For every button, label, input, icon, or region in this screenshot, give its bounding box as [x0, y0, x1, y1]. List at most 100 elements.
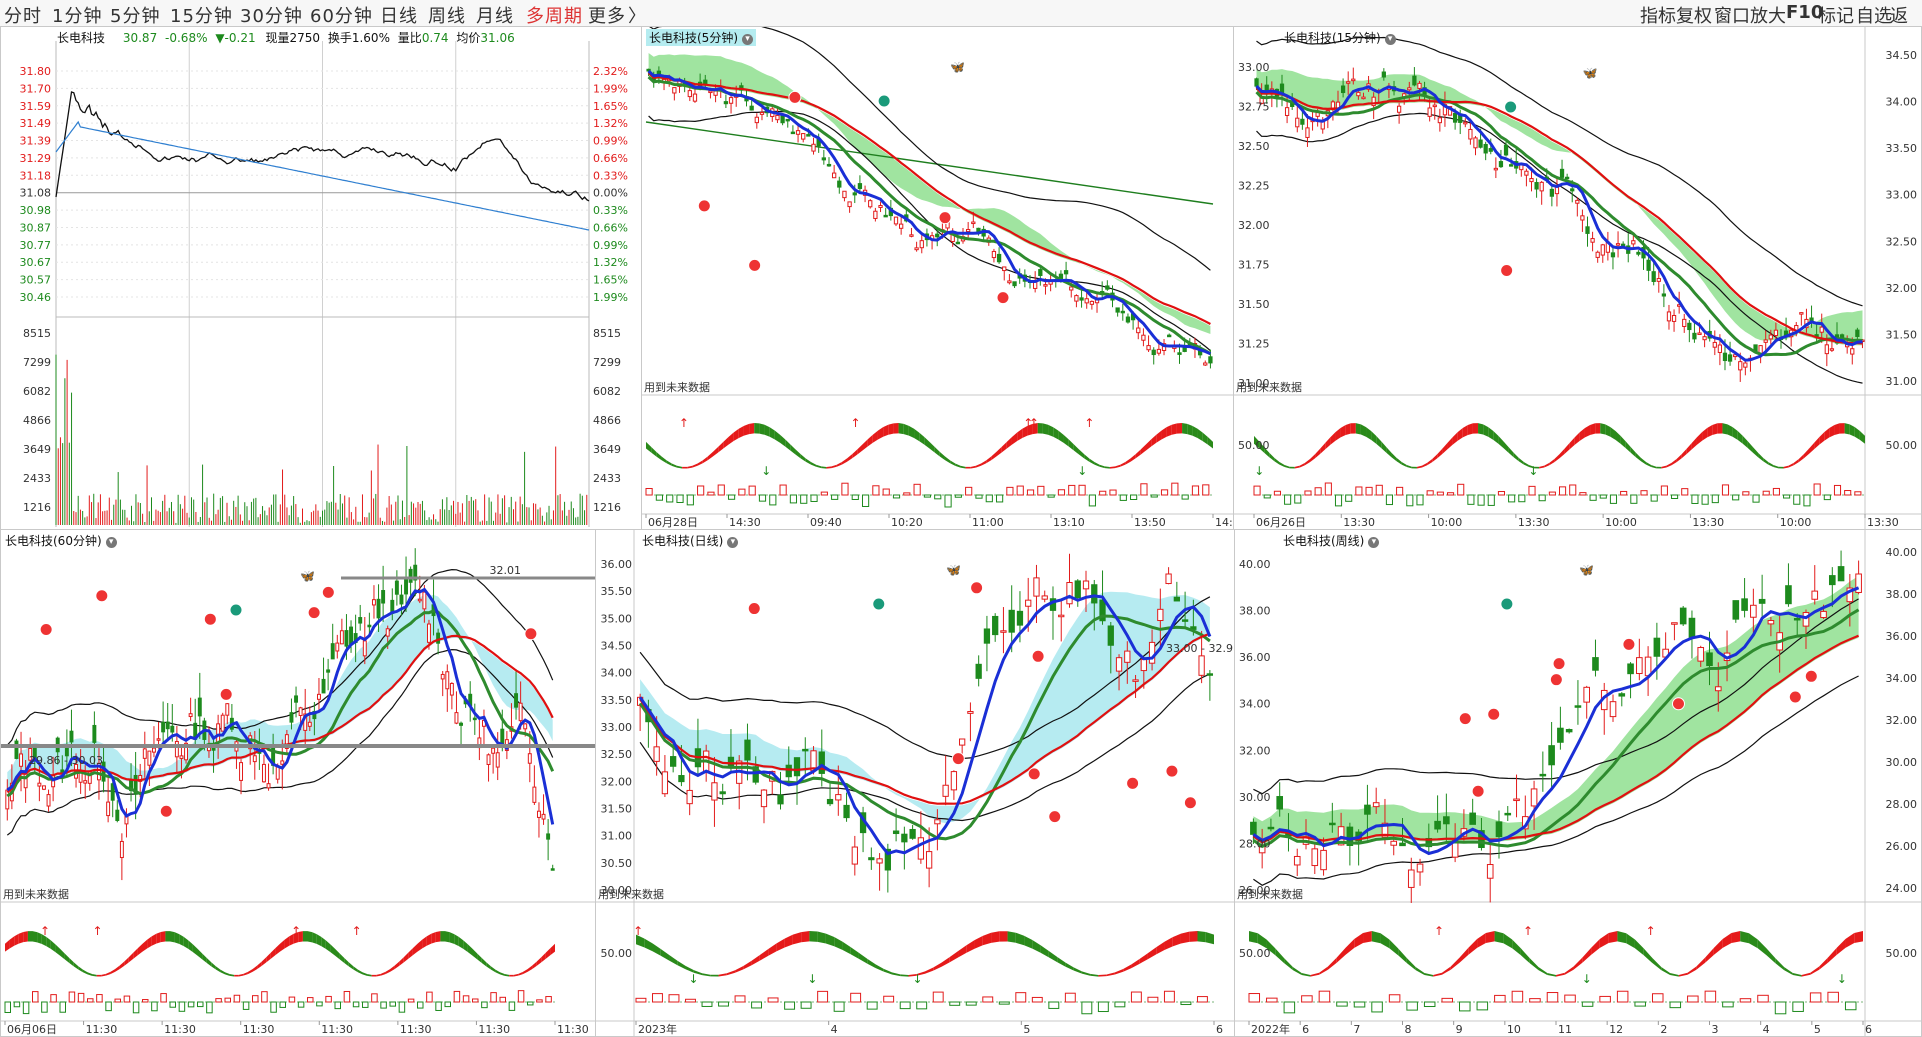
- ma-red: [647, 72, 1211, 325]
- osc-segment: [888, 423, 894, 435]
- chevron-down-icon[interactable]: ▾: [727, 537, 739, 548]
- osc-bar: [1365, 486, 1373, 496]
- m60-title[interactable]: 长电科技(60分钟) ▾: [5, 532, 117, 549]
- osc-segment: [458, 936, 464, 949]
- osc-segment: [96, 974, 102, 977]
- chevron-down-icon[interactable]: ▾: [105, 537, 117, 548]
- x-tick-label: 4: [831, 1023, 838, 1036]
- osc-segment: [754, 423, 760, 434]
- mark-button[interactable]: 标记: [1818, 6, 1854, 27]
- osc-bar: [1355, 486, 1363, 496]
- osc-bar: [1833, 484, 1842, 496]
- osc-segment: [92, 974, 97, 977]
- osc-segment: [1442, 442, 1448, 454]
- tab-1min[interactable]: 1分钟: [52, 6, 103, 27]
- m5-chart[interactable]: 用到未来数据↓↑↑ ↑↓↑ ↑🦋06月28日 14:30 09:40 10:20 11:00…: [642, 27, 1233, 529]
- osc-segment: [1661, 966, 1671, 975]
- osc-segment: [1666, 462, 1672, 468]
- more-chevron-icon[interactable]: 〉: [628, 6, 647, 27]
- intraday-panel[interactable]: 长电科技 30.87 -0.68% ▼-0.21 现量2750 换手1.60% …: [0, 26, 642, 530]
- candle-body: [486, 754, 491, 765]
- f10-button[interactable]: F10: [1786, 2, 1824, 23]
- tab-30min[interactable]: 30分钟: [240, 6, 303, 27]
- m15-panel[interactable]: 长电科技(15分钟) ▾ 用到未来数据 ↓ ↓ 🦋 06月26日 13:30 10:00 13:…: [1233, 26, 1922, 530]
- candle-body: [491, 747, 496, 754]
- daily-panel[interactable]: 长电科技(日线) ▾ 用到未来数据 ↓ ↑ ↓ ↓ 🦋 2023年 4 5 6 36.00 35.50 3…: [595, 529, 1235, 1037]
- osc-bar: [779, 484, 787, 496]
- osc-segment: [965, 466, 971, 469]
- last-price: 30.87: [122, 31, 158, 45]
- osc-bar: [1375, 484, 1383, 496]
- osc-segment: [321, 936, 326, 949]
- osc-segment: [1834, 423, 1840, 435]
- candle-body: [754, 116, 759, 124]
- osc-segment: [1508, 447, 1514, 458]
- osc-segment: [991, 451, 997, 461]
- candle-body: [935, 233, 940, 238]
- osc-bar: [866, 1001, 878, 1010]
- osc-segment: [1145, 439, 1152, 451]
- osc-segment: [1156, 941, 1165, 955]
- osc-segment: [1696, 432, 1703, 445]
- osc-segment: [1330, 432, 1336, 445]
- m60-panel[interactable]: 长电科技(60分钟) ▾ 用到未来数据 ↑ ↑ ↑ ↑ 🦋 06月06日 11:30 11:30 1…: [0, 529, 596, 1037]
- weekly-chart[interactable]: 用到未来数据 ↓ ↓ ↑ ↑ ↑ 🦋 2022年 6 7 8 9 10 11 12 2 3 4 5 6 40.00 38.…: [1235, 530, 1921, 1036]
- candle-body: [339, 630, 344, 645]
- candle-body: [1074, 295, 1079, 302]
- intraday-chart[interactable]: 31.80 2.32% 31.70 1.99% 31.59 1.65% 31.49 1.32%…: [1, 27, 641, 529]
- tab-15min[interactable]: 15分钟: [170, 6, 233, 27]
- osc-segment: [810, 462, 817, 467]
- osc-segment: [348, 962, 354, 970]
- candle-body: [96, 762, 101, 781]
- osc-segment: [1819, 432, 1825, 445]
- signal-badge-icon: [1183, 796, 1197, 810]
- tab-5min[interactable]: 5分钟: [110, 6, 161, 27]
- tab-weekly[interactable]: 周线: [428, 6, 466, 27]
- osc-bar: [841, 482, 849, 496]
- tab-multi-period[interactable]: 多周期: [526, 6, 583, 27]
- m15-title[interactable]: 长电科技(15分钟) ▾: [1284, 29, 1396, 46]
- osc-bar: [13, 1001, 21, 1008]
- m15-chart[interactable]: 用到未来数据 ↓ ↓ 🦋 06月26日 13:30 10:00 13:30 10:00 13:30…: [1234, 27, 1921, 529]
- daily-chart[interactable]: 用到未来数据 ↓ ↑ ↓ ↓ 🦋 2023年 4 5 6 36.00 35.50 35.00 34.50 3…: [596, 530, 1234, 1036]
- watchlist-button[interactable]: 自选: [1856, 6, 1892, 27]
- osc-segment: [87, 972, 93, 976]
- osc-segment: [1626, 933, 1635, 949]
- osc-segment: [1415, 966, 1425, 975]
- osc-segment: [862, 439, 868, 451]
- price-line: [55, 91, 590, 202]
- price-tick-label: 31.18: [20, 169, 52, 182]
- y-tick-label: 34.00: [1239, 698, 1271, 711]
- m5-title[interactable]: 长电科技(5分钟) ▾: [646, 29, 756, 46]
- m5-panel[interactable]: 长电科技(5分钟) ▾ 用到未来数据 ↓ ↑ ↑ ↑ ↓ ↑ ↑ 🦋 06月28日 14:30 09:4…: [641, 26, 1234, 530]
- x-tick-label: 11:00: [972, 516, 1004, 529]
- candle-body: [1361, 96, 1366, 100]
- chevron-down-icon[interactable]: ▾: [1368, 537, 1380, 548]
- tab-more[interactable]: 更多: [588, 6, 626, 27]
- daily-title[interactable]: 长电科技(日线) ▾: [642, 532, 739, 549]
- osc-segment: [105, 971, 111, 976]
- candle-body: [147, 750, 152, 766]
- tab-intraday[interactable]: 分时: [4, 6, 42, 27]
- window-zoom-button[interactable]: 窗口放大: [1714, 6, 1786, 27]
- chevron-down-icon[interactable]: ▾: [1384, 34, 1396, 45]
- candle-body: [1837, 566, 1845, 582]
- indicator-adjust-button[interactable]: 指标复权: [1640, 6, 1712, 27]
- osc-bar: [882, 488, 890, 496]
- weekly-panel[interactable]: 长电科技(周线) ▾ 用到未来数据 ↓ ↓ ↑ ↑ ↑ 🦋 2022年 6 7 8 9 10 11 12 2 3 4…: [1234, 529, 1922, 1037]
- osc-bar: [1528, 485, 1536, 496]
- chevron-down-icon[interactable]: ▾: [742, 34, 753, 45]
- tab-60min[interactable]: 60分钟: [310, 6, 373, 27]
- tab-daily[interactable]: 日线: [380, 6, 418, 27]
- osc-segment: [1017, 428, 1023, 442]
- tab-monthly[interactable]: 月线: [476, 6, 514, 27]
- x-tick-label: 11:30: [557, 1023, 589, 1036]
- m60-chart[interactable]: 用到未来数据 ↑ ↑ ↑ ↑ 🦋 06月06日 11:30 11:30 11:30 11:30 11:…: [1, 530, 595, 1036]
- osc-bar: [1681, 488, 1689, 496]
- right-axis-label: 34.00: [1886, 672, 1918, 685]
- y-tick-label: 31.50: [1238, 298, 1270, 311]
- weekly-title[interactable]: 长电科技(周线) ▾: [1283, 532, 1380, 549]
- vol-ratio-value: 0.74: [421, 31, 449, 45]
- osc-segment: [733, 428, 739, 442]
- osc-bar: [1283, 1001, 1296, 1014]
